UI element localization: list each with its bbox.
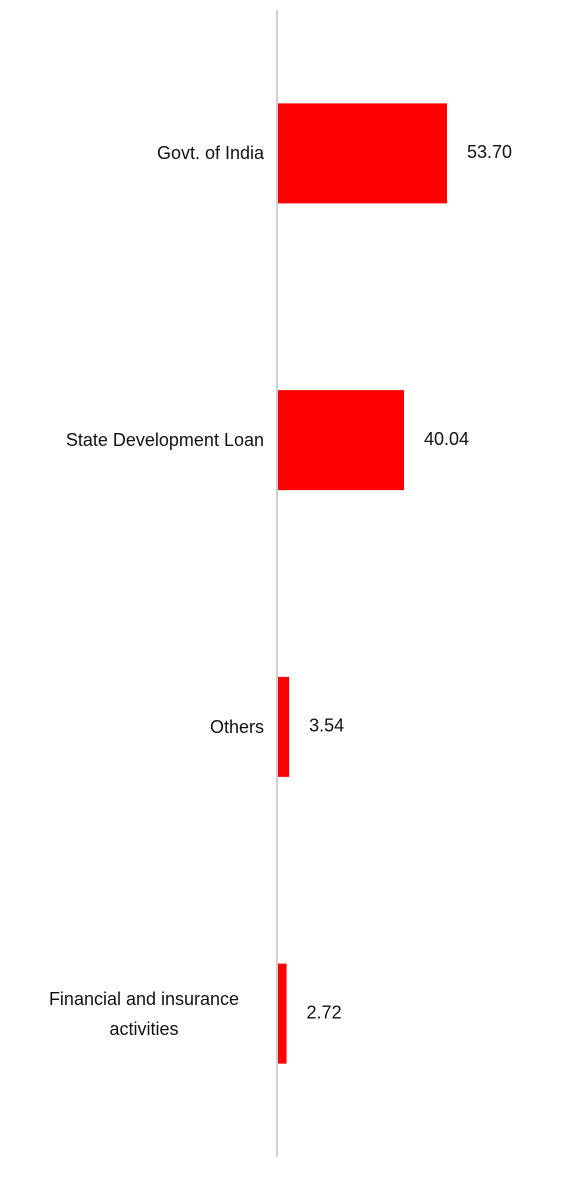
- value-label: 2.72: [307, 1002, 342, 1022]
- category-label-box: Govt. of India: [20, 103, 264, 203]
- category-label-box: State Development Loan: [20, 390, 264, 490]
- bar: [278, 676, 290, 777]
- category-label: Others: [209, 716, 264, 737]
- value-label: 53.70: [467, 142, 512, 162]
- category-label: Govt. of India: [156, 143, 264, 164]
- category-label: Financial and insurance activities: [48, 988, 240, 1039]
- value-label: 3.54: [309, 716, 344, 736]
- bar: [278, 963, 287, 1064]
- category-label-box: Financial and insurance activities: [20, 964, 264, 1064]
- bar: [278, 103, 447, 204]
- category-label: State Development Loan: [65, 430, 264, 451]
- value-label: 40.04: [424, 429, 469, 449]
- bar: [278, 390, 405, 491]
- category-label-box: Others: [20, 677, 264, 777]
